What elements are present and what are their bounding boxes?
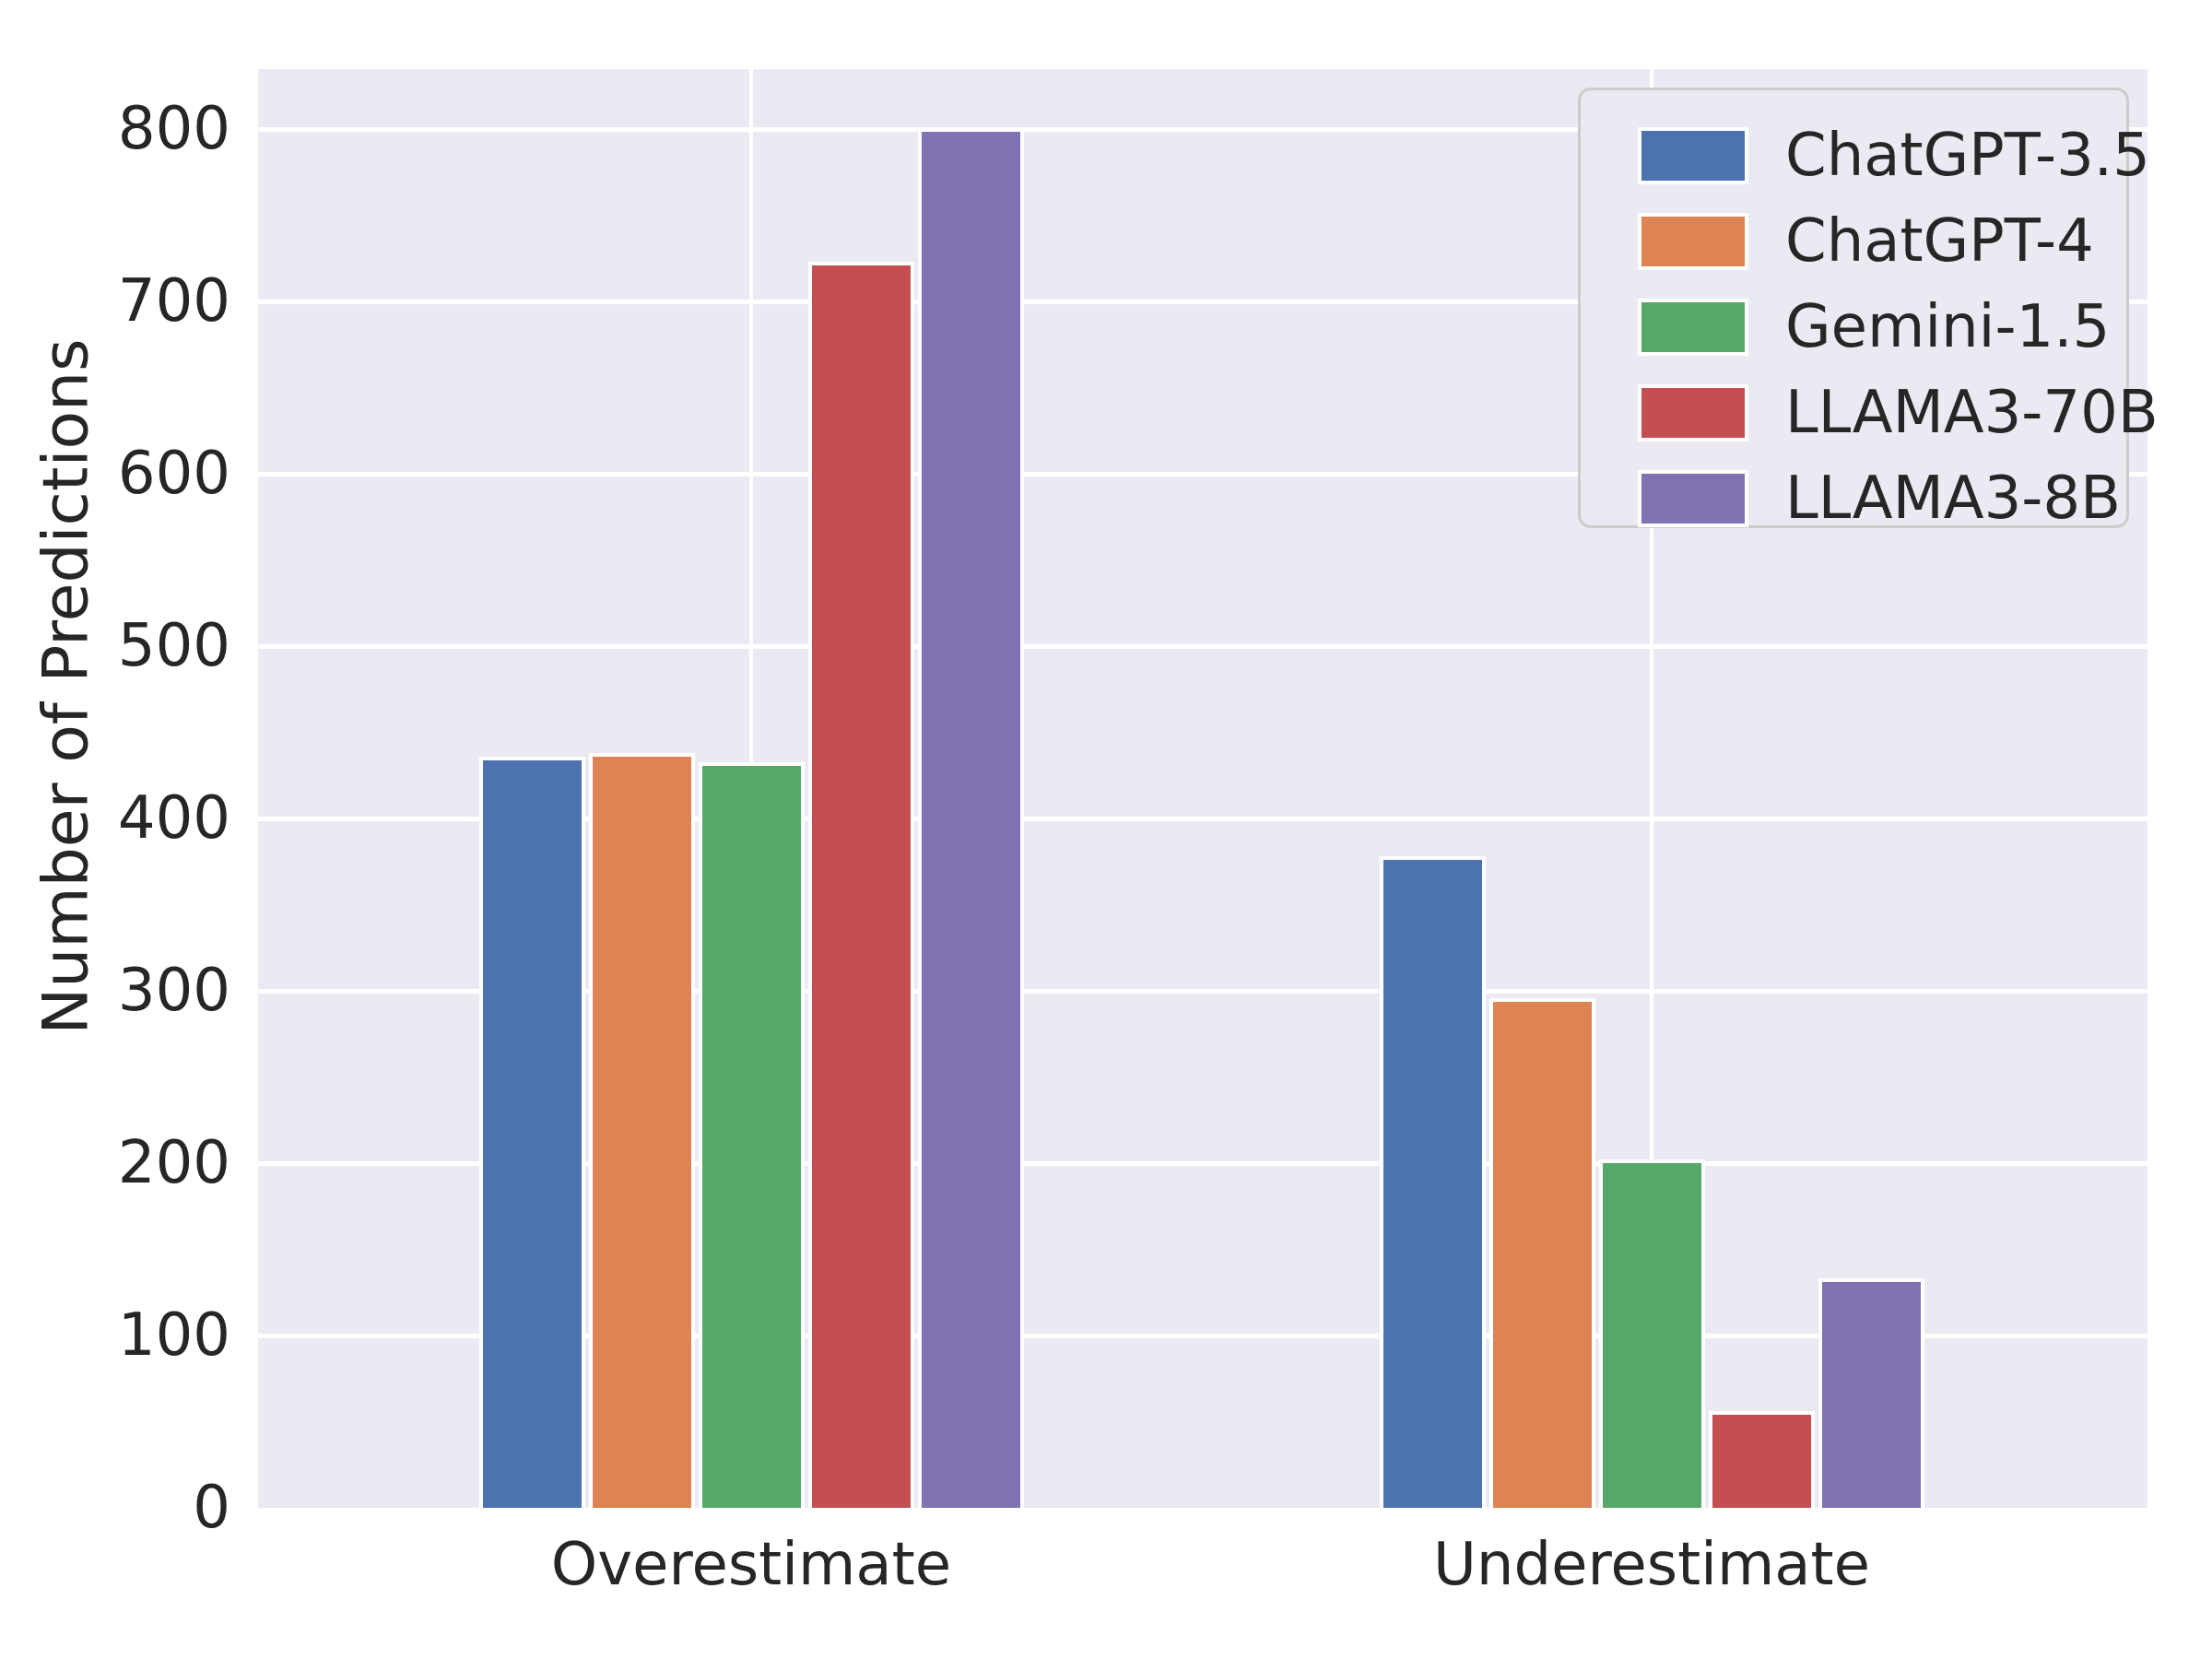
gridline-h — [258, 299, 2147, 304]
gridline-h — [258, 126, 2147, 132]
gridline-h — [258, 1160, 2147, 1166]
legend-item: LLAMA3-70B — [1581, 377, 2159, 463]
bar-Gemini-1.5-Overestimate — [698, 761, 805, 1508]
bar-LLAMA3-8B-Overestimate — [917, 127, 1024, 1508]
legend: ChatGPT-3.5 ChatGPT-4 Gemini-1.5 LLAMA3-70B… — [1578, 88, 2159, 533]
bar-ChatGPT-4-Overestimate — [588, 753, 695, 1508]
gridline-h — [258, 988, 2147, 994]
legend-item: Gemini-1.5 — [1581, 291, 2126, 377]
gridline-h — [258, 471, 2147, 477]
y-tick-label: 0 — [193, 1474, 230, 1542]
legend-swatch — [1638, 299, 1748, 356]
legend-swatch — [1638, 470, 1748, 527]
y-tick-label: 400 — [117, 784, 230, 853]
y-tick-label: 500 — [117, 612, 230, 681]
legend-item: LLAMA3-8B — [1581, 463, 2126, 548]
legend-swatch — [1638, 384, 1748, 441]
y-tick-label: 700 — [117, 267, 230, 336]
x-tick-label: Overestimate — [550, 1531, 952, 1599]
legend-item: ChatGPT-3.5 — [1581, 120, 2150, 206]
bar-Gemini-1.5-Underestimate — [1598, 1159, 1705, 1508]
legend-swatch — [1638, 127, 1748, 184]
legend-label: Gemini-1.5 — [1785, 293, 2111, 361]
bar-ChatGPT-3.5-Underestimate — [1379, 856, 1486, 1508]
gridline-h — [258, 643, 2147, 649]
y-tick-label: 100 — [117, 1301, 230, 1371]
y-tick-label: 300 — [117, 957, 230, 1026]
gridline-h — [258, 816, 2147, 821]
gridline-h — [258, 1333, 2147, 1338]
bar-LLAMA3-70B-Overestimate — [807, 262, 914, 1508]
y-tick-label: 800 — [117, 95, 230, 164]
legend-label: LLAMA3-8B — [1785, 465, 2121, 533]
gridline-v — [1650, 69, 1653, 1508]
legend-label: LLAMA3-70B — [1785, 379, 2159, 447]
bar-ChatGPT-4-Underestimate — [1488, 997, 1595, 1508]
x-tick-label: Underestimate — [1433, 1531, 1870, 1599]
bar-LLAMA3-70B-Underestimate — [1708, 1411, 1815, 1508]
bar-LLAMA3-8B-Underestimate — [1818, 1278, 1924, 1508]
legend-item: ChatGPT-4 — [1581, 206, 2126, 291]
y-tick-label: 600 — [117, 440, 230, 509]
legend-label: ChatGPT-3.5 — [1785, 122, 2150, 190]
legend-label: ChatGPT-4 — [1785, 207, 2094, 276]
legend-swatch — [1638, 213, 1748, 270]
y-tick-label: 200 — [117, 1129, 230, 1198]
bar-ChatGPT-3.5-Overestimate — [478, 756, 585, 1508]
